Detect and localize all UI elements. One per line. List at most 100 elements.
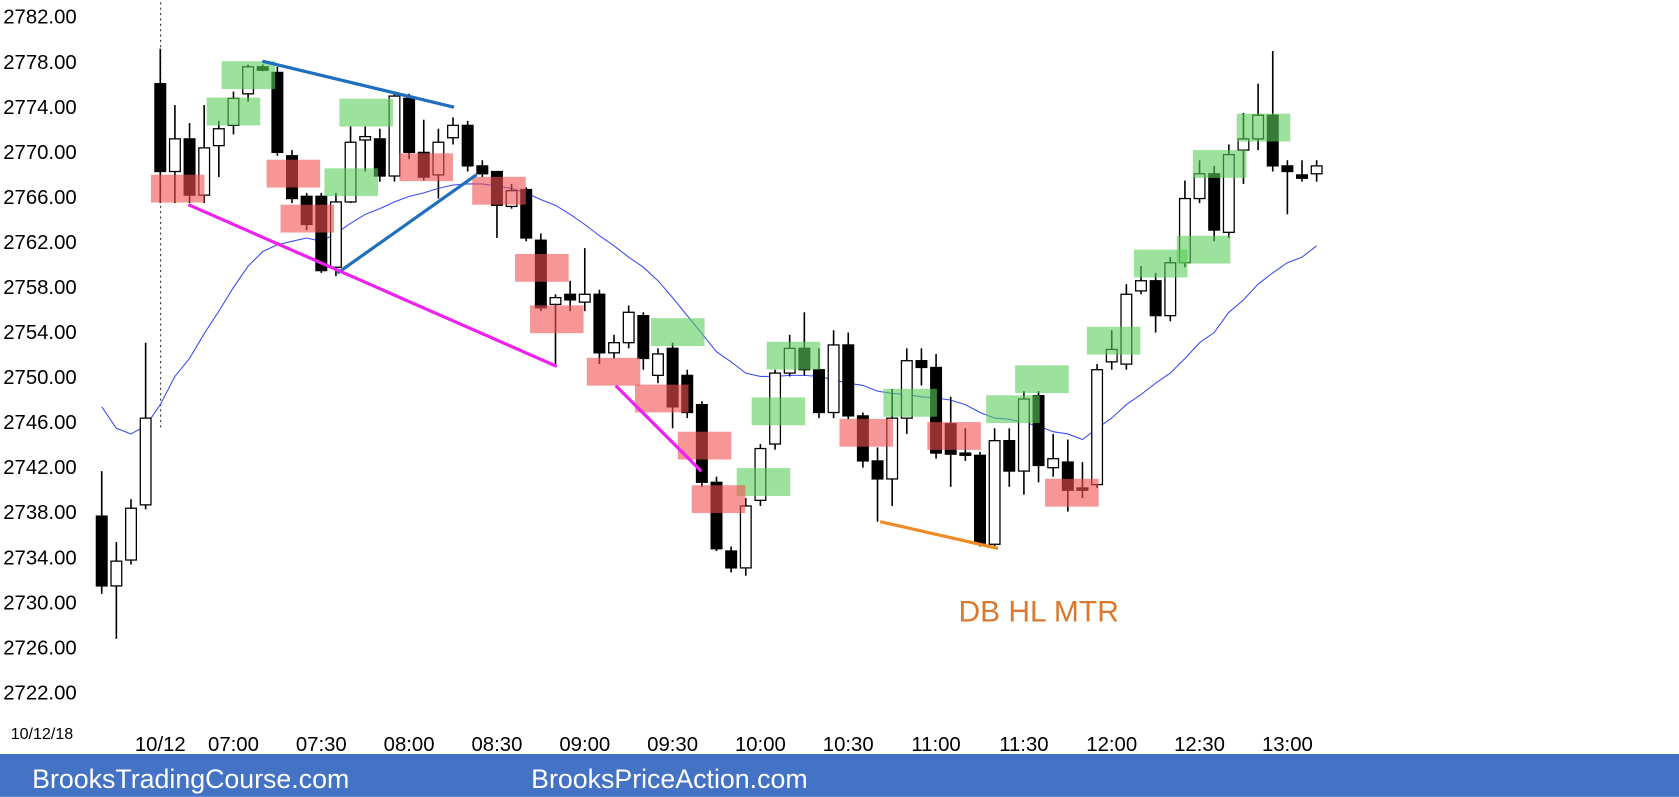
x-axis: 10/12 07:00 07:30 08:00 08:30 09:00 09:30 10:00…	[135, 734, 1313, 756]
bear-boxes	[150, 153, 1099, 514]
candle-body	[637, 315, 650, 360]
x-tick-label: 09:30	[647, 734, 698, 756]
candle-body	[1003, 440, 1016, 472]
x-tick-label: 10:00	[735, 734, 786, 756]
footer-bar	[0, 754, 1679, 797]
candle-body	[110, 560, 123, 587]
y-tick-label: 2722.00	[3, 682, 76, 704]
bull-box	[1192, 150, 1247, 178]
candle-body	[827, 344, 840, 414]
x-tick-label: 10:30	[823, 734, 874, 756]
candle-body	[710, 481, 723, 550]
candle-body	[271, 71, 284, 154]
candle-body	[476, 165, 489, 175]
bear-box	[586, 357, 641, 386]
x-tick-label: 08:00	[384, 734, 435, 756]
candle-body	[154, 83, 167, 173]
y-tick-label: 2766.00	[3, 187, 76, 209]
x-tick-label: 07:00	[208, 734, 259, 756]
bull-box	[1176, 235, 1231, 264]
candle-body	[871, 460, 884, 480]
signal-boxes	[150, 61, 1291, 514]
candle-body	[739, 505, 752, 569]
bull-box	[206, 97, 261, 126]
candle-body	[461, 124, 474, 167]
bull-box	[1236, 113, 1291, 142]
candle-body	[1296, 174, 1309, 179]
bull-box	[751, 397, 806, 426]
trend-line	[879, 520, 999, 550]
candle-body	[1047, 458, 1060, 469]
candle-body	[125, 507, 137, 561]
y-tick-label: 2734.00	[3, 547, 76, 569]
candle-body	[1135, 280, 1147, 292]
x-tick-label: 07:30	[296, 734, 347, 756]
bear-box	[266, 159, 321, 188]
annotation: DB HL MTR	[958, 596, 1118, 629]
bull-box	[883, 388, 937, 417]
bear-box	[927, 422, 981, 450]
bull-box	[1086, 326, 1141, 355]
candle-body	[139, 417, 152, 506]
candle-body	[1149, 280, 1162, 317]
candle-body	[988, 440, 1001, 545]
footer-text: BrooksTradingCourse.com	[32, 764, 349, 794]
y-tick-label: 2742.00	[3, 457, 76, 479]
x-tick-label: 11:30	[999, 734, 1048, 756]
y-tick-label: 2738.00	[3, 502, 76, 524]
x-tick-label: 09:00	[559, 734, 610, 756]
candle-body	[359, 135, 372, 141]
y-tick-label: 2754.00	[3, 322, 76, 344]
candle-body	[403, 97, 416, 154]
moving-average	[101, 183, 1317, 441]
bear-box	[530, 305, 584, 334]
candle-body	[168, 138, 181, 173]
footer-text: BrooksPriceAction.com	[531, 764, 808, 794]
y-tick-label: 2782.00	[3, 7, 76, 29]
candle-body	[1281, 165, 1294, 173]
x-tick-label: 13:00	[1262, 734, 1313, 756]
axes: 2722.00 2726.00 2730.00 2734.00 2738.00 2742.…	[3, 7, 1313, 756]
x-tick-label: 11:00	[911, 734, 960, 756]
candle-body	[608, 342, 621, 354]
candle-body	[520, 188, 533, 239]
candle-body	[886, 417, 899, 480]
candle-body	[578, 293, 591, 303]
candle-body	[315, 195, 328, 272]
bull-box	[339, 98, 393, 127]
candle-body	[388, 95, 401, 177]
bull-boxes	[206, 61, 1291, 496]
bear-box	[280, 204, 335, 233]
candle-body	[95, 515, 108, 587]
candle-body	[549, 297, 562, 306]
bear-box	[691, 485, 746, 514]
candle-body	[973, 454, 986, 544]
bull-box	[1015, 365, 1069, 394]
candle-body	[622, 311, 635, 344]
x-tick-label: 12:00	[1086, 734, 1137, 756]
trend-lines	[187, 59, 999, 550]
x-tick-label: 08:30	[472, 734, 523, 756]
y-tick-label: 2778.00	[3, 52, 76, 74]
y-tick-label: 2730.00	[3, 592, 76, 614]
bull-box	[651, 318, 705, 347]
y-tick-label: 2774.00	[3, 97, 76, 119]
y-tick-label: 2746.00	[3, 412, 76, 434]
x-tick-label: 12:30	[1174, 734, 1225, 756]
candle-body	[651, 353, 664, 376]
bull-box	[986, 395, 1040, 424]
trend-line	[187, 203, 558, 368]
candle-body	[1310, 165, 1323, 175]
candle-body	[564, 293, 577, 301]
candle-body	[593, 293, 606, 354]
candle-body	[212, 128, 225, 147]
candle-body	[725, 550, 738, 569]
bull-box	[736, 468, 791, 496]
y-tick-label: 2750.00	[3, 367, 76, 389]
bear-box	[150, 174, 205, 203]
bear-box	[399, 153, 453, 182]
y-tick-label: 2758.00	[3, 277, 76, 299]
bear-box	[839, 418, 894, 447]
